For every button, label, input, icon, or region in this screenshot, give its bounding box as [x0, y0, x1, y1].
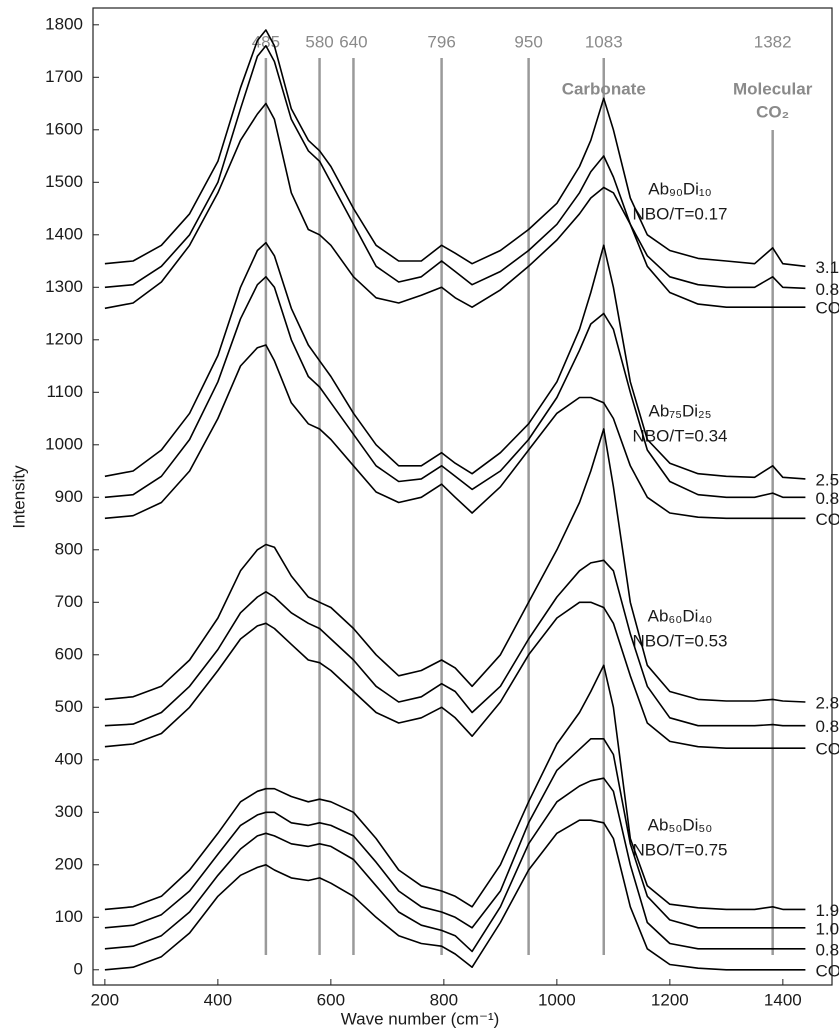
spectrum-line [104, 344, 806, 520]
annotation: Carbonate [562, 79, 646, 98]
spectrum-line [104, 276, 806, 499]
y-tick-label: 1000 [45, 434, 83, 453]
series-label: CO₂-free [815, 740, 839, 759]
series-label: 0.8 [815, 717, 839, 736]
y-tick-label: 600 [55, 644, 83, 663]
series-label: 3.1 [815, 258, 839, 277]
x-tick-label: 200 [91, 990, 119, 1009]
y-tick-label: 0 [74, 959, 83, 978]
y-tick-label: 1200 [45, 329, 83, 348]
group-name: Ab₉₀Di₁₀ [648, 179, 711, 198]
spectrum-line [104, 559, 806, 727]
group-name: Ab₅₀Di₅₀ [648, 815, 713, 834]
x-tick-label: 800 [430, 990, 458, 1009]
reference-label: 1382 [754, 32, 792, 51]
y-tick-label: 1400 [45, 224, 83, 243]
reference-label: 580 [305, 32, 333, 51]
group-label: NBO/T=0.17 [633, 204, 728, 223]
spectrum-line [104, 102, 806, 310]
y-tick-label: 800 [55, 539, 83, 558]
group-name: Ab₆₀Di₄₀ [648, 606, 713, 625]
x-tick-label: 600 [317, 990, 345, 1009]
series-label: 1.0 [815, 919, 839, 938]
spectrum-line [104, 241, 806, 480]
y-tick-label: 700 [55, 592, 83, 611]
plot-frame [92, 7, 833, 986]
y-tick-label: 500 [55, 697, 83, 716]
series-label: 0.8 [815, 940, 839, 959]
spectrum-line [104, 738, 806, 929]
y-tick-label: 1800 [45, 14, 83, 33]
series-label: 2.8 [815, 694, 839, 713]
x-tick-label: 400 [204, 990, 232, 1009]
reference-label: 1083 [585, 32, 623, 51]
spectrum-line [104, 819, 806, 971]
series-label: 0.8 [815, 280, 839, 299]
spectrum-line [104, 777, 806, 953]
y-tick-label: 100 [55, 907, 83, 926]
y-tick-label: 1700 [45, 67, 83, 86]
spectrum-line [104, 664, 806, 911]
y-tick-label: 1600 [45, 119, 83, 138]
spectrum-line [104, 45, 806, 290]
y-tick-label: 900 [55, 487, 83, 506]
y-tick-label: 200 [55, 854, 83, 873]
reference-label: 950 [514, 32, 542, 51]
spectrum-line [104, 601, 806, 749]
reference-label: 640 [339, 32, 367, 51]
group-label: NBO/T=0.53 [633, 631, 728, 650]
annotation: CO₂ [756, 102, 789, 121]
x-tick-label: 1400 [764, 990, 802, 1009]
x-axis-label: Wave number (cm⁻¹) [341, 1009, 500, 1028]
group-label: NBO/T=0.75 [633, 840, 728, 859]
y-axis-label: Intensity [9, 465, 28, 529]
y-tick-label: 1500 [45, 172, 83, 191]
series-label: CO₂-free [815, 510, 839, 529]
x-tick-label: 1000 [538, 990, 576, 1009]
group-label: NBO/T=0.34 [633, 426, 728, 445]
x-tick-label: 1200 [651, 990, 689, 1009]
reference-label: 796 [427, 32, 455, 51]
series-label: CO₂-free [815, 299, 839, 318]
y-tick-label: 400 [55, 749, 83, 768]
y-tick-label: 1100 [46, 382, 83, 401]
spectrum-line [104, 29, 806, 268]
y-tick-label: 300 [55, 802, 83, 821]
reference-label: 485 [252, 32, 280, 51]
spectrum-line [104, 428, 806, 703]
annotation: Molecular [733, 79, 813, 98]
group-name: Ab₇₅Di₂₅ [649, 401, 712, 420]
series-label: CO₂-free [815, 961, 839, 980]
series-label: 2.5 [815, 470, 839, 489]
series-label: 0.8 [815, 489, 839, 508]
y-tick-label: 1300 [45, 277, 83, 296]
series-label: 1.9 [815, 901, 839, 920]
